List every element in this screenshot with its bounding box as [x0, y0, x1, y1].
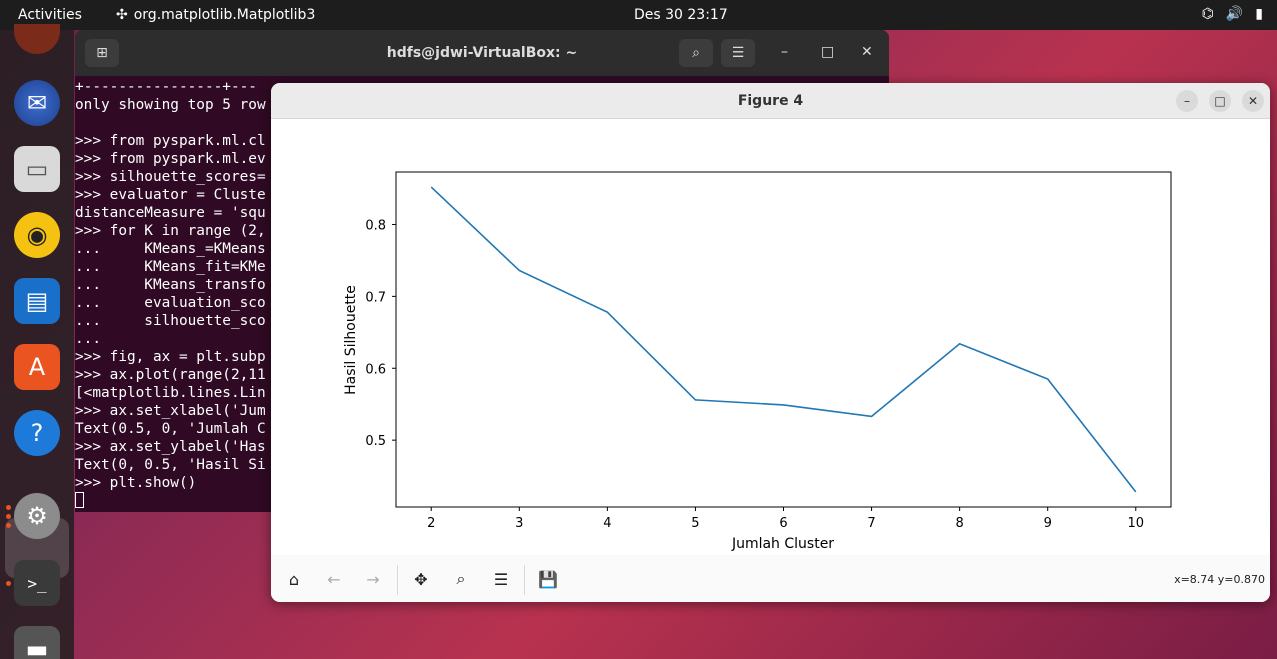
dock: ✉ ▭ ◉ ▤ A ? ⚙ >_ ▬	[0, 24, 74, 659]
y-axis: 0.5 0.6 0.7 0.8	[365, 218, 396, 449]
system-tray[interactable]: ⌬ 🔊 ▮	[1202, 6, 1263, 22]
x-axis: 2 3 4 5 6 7 8 9 10	[427, 507, 1144, 531]
x-tick-label: 10	[1127, 516, 1144, 531]
save-icon[interactable]: 💾	[538, 569, 558, 589]
figure-titlebar[interactable]: Figure 4 – □ ✕	[271, 83, 1270, 119]
x-tick-label: 3	[515, 516, 523, 531]
terminal-line: Text(0.5, 0, 'Jumlah C	[75, 421, 266, 437]
cursor-coordinates: x=8.74 y=0.870	[1174, 573, 1265, 586]
home-icon[interactable]: ⌂	[288, 569, 300, 589]
terminal-line: >>> ax.plot(range(2,11	[75, 367, 266, 383]
chart-canvas[interactable]: 2 3 4 5 6 7 8 9 10 0.5 0.6 0.7 0.8 Jumlah Cluster H…	[271, 119, 1270, 555]
configure-subplots-icon[interactable]: ☰	[493, 569, 509, 589]
help-icon[interactable]: ?	[14, 410, 60, 456]
minimize-button[interactable]: –	[781, 44, 788, 60]
maximize-button[interactable]: □	[821, 44, 835, 60]
toolbar-separator	[524, 565, 525, 595]
running-indicator	[6, 505, 11, 510]
forward-icon[interactable]: →	[366, 569, 380, 589]
new-tab-button[interactable]: ⊞	[85, 39, 119, 67]
series-line	[430, 186, 1137, 493]
terminal-line: ... silhouette_sco	[75, 313, 266, 329]
toolbar-separator	[397, 565, 398, 595]
terminal-line: only showing top 5 row	[75, 97, 266, 113]
y-axis-label: Hasil Silhouette	[343, 285, 359, 395]
rhythmbox-icon[interactable]: ◉	[14, 212, 60, 258]
x-tick-label: 7	[867, 516, 875, 531]
battery-icon: ▮	[1255, 6, 1263, 22]
terminal-line: +----------------+---	[75, 79, 257, 95]
terminal-line: >>> evaluator = Cluste	[75, 187, 266, 203]
minimize-button[interactable]: –	[1176, 90, 1198, 112]
running-indicator	[6, 581, 11, 586]
terminal-line: >>> plt.show()	[75, 475, 197, 491]
plot-frame	[395, 171, 1172, 508]
figure-window[interactable]: Figure 4 – □ ✕ 2 3 4 5 6 7 8 9 10 0.5 0.6 0.7 0.8 J…	[271, 83, 1270, 602]
x-tick-label: 5	[691, 516, 699, 531]
terminal-line: >>> ax.set_xlabel('Jum	[75, 403, 266, 419]
terminal-line: ... evaluation_sco	[75, 295, 266, 311]
app-name: org.matplotlib.Matplotlib3	[133, 7, 316, 23]
clock[interactable]: Des 30 23:17	[634, 7, 728, 23]
running-indicator	[6, 523, 11, 528]
app-menu[interactable]: ✣ org.matplotlib.Matplotlib3	[116, 7, 315, 23]
matplotlib-app-icon: ✣	[116, 7, 128, 23]
y-tick-label: 0.5	[365, 434, 386, 449]
terminal-icon[interactable]: >_	[14, 560, 60, 606]
maximize-button[interactable]: □	[1209, 90, 1231, 112]
navigation-toolbar: ⌂ ← → ✥ ⌕ ☰ 💾 x=8.74 y=0.870	[271, 555, 1270, 602]
terminal-line: [<matplotlib.lines.Lin	[75, 385, 266, 401]
disk-icon[interactable]: ▬	[14, 626, 60, 659]
app-center-icon[interactable]: A	[14, 344, 60, 390]
back-icon[interactable]: ←	[327, 569, 341, 589]
x-axis-label: Jumlah Cluster	[731, 536, 834, 552]
terminal-titlebar[interactable]: ⊞ hdfs@jdwi-VirtualBox: ~ ⌕ ☰ – □ ✕	[75, 30, 889, 76]
x-tick-label: 9	[1044, 516, 1052, 531]
figure-title: Figure 4	[737, 93, 804, 109]
text-cursor	[75, 492, 84, 508]
settings-icon[interactable]: ⚙	[14, 493, 60, 539]
terminal-line: ...	[75, 331, 101, 347]
x-tick-label: 6	[779, 516, 787, 531]
top-bar: Activities ✣ org.matplotlib.Matplotlib3 …	[0, 0, 1277, 30]
terminal-line: ... KMeans_fit=KMe	[75, 259, 266, 275]
volume-icon: 🔊	[1225, 6, 1244, 22]
terminal-line: ... KMeans_transfo	[75, 277, 266, 293]
menu-button[interactable]: ☰	[721, 39, 755, 67]
terminal-title: hdfs@jdwi-VirtualBox: ~	[386, 45, 578, 61]
terminal-line: >>> for K in range (2,	[75, 223, 266, 239]
close-button[interactable]: ✕	[861, 44, 873, 60]
terminal-line: >>> from pyspark.ml.ev	[75, 151, 266, 167]
writer-icon[interactable]: ▤	[14, 278, 60, 324]
x-tick-label: 4	[603, 516, 611, 531]
terminal-cursor-line[interactable]	[75, 492, 889, 510]
close-button[interactable]: ✕	[1242, 90, 1264, 112]
y-tick-label: 0.6	[365, 362, 386, 377]
search-button[interactable]: ⌕	[679, 39, 713, 67]
y-tick-label: 0.8	[365, 218, 386, 233]
y-tick-label: 0.7	[365, 290, 386, 305]
network-icon: ⌬	[1201, 6, 1214, 22]
zoom-icon[interactable]: ⌕	[456, 569, 466, 588]
firefox-icon[interactable]	[14, 24, 60, 54]
activities-button[interactable]: Activities	[18, 7, 82, 23]
terminal-output[interactable]: +----------------+--- only showing top 5 …	[75, 78, 889, 510]
terminal-line: Text(0, 0.5, 'Hasil Si	[75, 457, 266, 473]
terminal-line: distanceMeasure = 'squ	[75, 205, 266, 221]
pan-icon[interactable]: ✥	[414, 569, 428, 589]
x-tick-label: 8	[955, 516, 963, 531]
terminal-line: >>> silhouette_scores=	[75, 169, 266, 185]
files-icon[interactable]: ▭	[14, 146, 60, 192]
thunderbird-icon[interactable]: ✉	[14, 80, 60, 126]
terminal-line: >>> fig, ax = plt.subp	[75, 349, 266, 365]
running-indicator	[6, 514, 11, 519]
x-tick-label: 2	[427, 516, 435, 531]
terminal-line: >>> ax.set_ylabel('Has	[75, 439, 266, 455]
terminal-line: ... KMeans_=KMeans	[75, 241, 266, 257]
terminal-line: >>> from pyspark.ml.cl	[75, 133, 266, 149]
